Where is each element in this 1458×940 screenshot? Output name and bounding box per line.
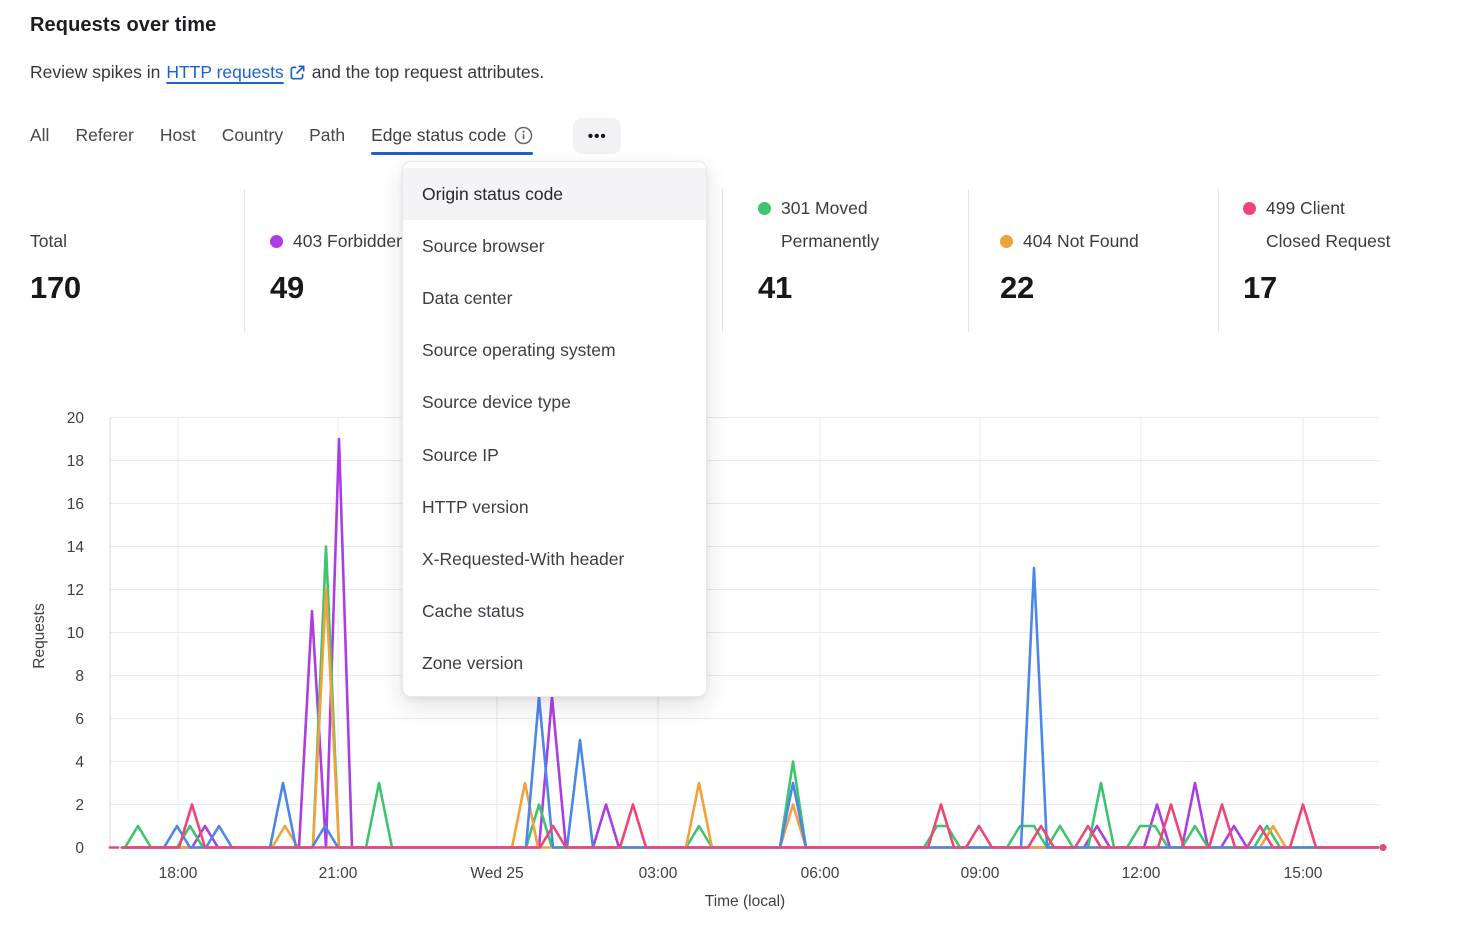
tab-host[interactable]: Host [159, 124, 196, 145]
stat-divider [244, 189, 245, 332]
stat-301-moved-permanently[interactable]: 301 Moved Permanently 41 [758, 188, 968, 306]
legend-dot-301 [758, 202, 771, 215]
stat-divider [1218, 189, 1219, 332]
tab-edge-status-code-label: Edge status code [371, 124, 507, 145]
tab-referer[interactable]: Referer [75, 124, 134, 145]
external-link-icon [289, 64, 306, 81]
svg-text:0: 0 [75, 840, 84, 857]
stat-total: Total 170 [30, 188, 240, 306]
stat-total-label: Total [30, 231, 67, 251]
menu-item-source-device-type[interactable]: Source device type [422, 392, 571, 413]
stat-499-label-line1: 499 Client [1266, 198, 1345, 218]
svg-text:12:00: 12:00 [1122, 865, 1161, 882]
legend-dot-499 [1243, 202, 1256, 215]
stat-403-forbidden[interactable]: 403 Forbidden 49 [270, 188, 480, 306]
svg-text:Wed 25: Wed 25 [470, 865, 523, 882]
svg-text:12: 12 [67, 582, 84, 599]
menu-item-cache-status[interactable]: Cache status [422, 601, 525, 622]
legend-dot-403 [270, 235, 283, 248]
subtitle-prefix: Review spikes in [30, 62, 161, 82]
stat-301-label-line1: 301 Moved [781, 198, 868, 218]
http-requests-link-label: HTTP requests [166, 62, 284, 82]
svg-text:15:00: 15:00 [1284, 865, 1323, 882]
tab-path[interactable]: Path [309, 124, 346, 145]
svg-text:03:00: 03:00 [639, 865, 678, 882]
svg-text:4: 4 [75, 754, 84, 771]
svg-text:18: 18 [67, 453, 84, 470]
svg-text:Requests: Requests [31, 603, 48, 669]
svg-text:8: 8 [75, 668, 84, 685]
tab-country[interactable]: Country [221, 124, 284, 145]
svg-text:21:00: 21:00 [319, 865, 358, 882]
stat-403-value: 49 [270, 270, 304, 305]
stat-404-not-found[interactable]: 404 Not Found 22 [1000, 188, 1210, 306]
svg-text:14: 14 [67, 539, 85, 556]
stat-total-value: 170 [30, 270, 81, 305]
http-requests-link[interactable]: HTTP requests [166, 62, 305, 83]
subtitle-suffix: and the top request attributes. [311, 62, 545, 82]
menu-item-source-operating-system[interactable]: Source operating system [422, 340, 616, 361]
attribute-tabs: All Referer Host Country Path Edge statu… [30, 118, 622, 155]
page-title: Requests over time [30, 14, 217, 36]
tab-all[interactable]: All [30, 124, 50, 145]
stat-403-label: 403 Forbidden [293, 231, 406, 251]
info-icon[interactable] [514, 126, 533, 145]
page-subtitle: Review spikes in HTTP requests and the t… [30, 62, 544, 83]
legend-dot-404 [1000, 235, 1013, 248]
stat-301-label-line2: Permanently [781, 231, 880, 251]
svg-text:06:00: 06:00 [801, 865, 840, 882]
stat-404-label: 404 Not Found [1023, 231, 1139, 251]
attribute-dropdown-menu: Origin status code Source browser Data c… [402, 161, 707, 697]
svg-text:Time (local): Time (local) [705, 893, 785, 910]
menu-item-source-browser[interactable]: Source browser [422, 235, 545, 256]
svg-text:2: 2 [75, 797, 84, 814]
requests-over-time-chart: 0 2 4 6 8 10 12 14 16 18 20 18:00 21:00 Wed 25 03:00 06… [31, 410, 1387, 910]
stat-499-label-line2: Closed Request [1266, 231, 1391, 251]
stat-divider [968, 189, 969, 332]
menu-item-http-version[interactable]: HTTP version [422, 496, 529, 517]
svg-text:09:00: 09:00 [961, 865, 1000, 882]
stat-499-client-closed-request[interactable]: 499 Client Closed Request 17 [1243, 188, 1453, 306]
menu-item-origin-status-code[interactable]: Origin status code [403, 168, 706, 221]
menu-item-data-center[interactable]: Data center [422, 287, 513, 308]
more-attributes-button[interactable]: ••• [573, 118, 622, 154]
menu-item-source-ip[interactable]: Source IP [422, 444, 499, 465]
stat-404-value: 22 [1000, 270, 1034, 305]
menu-item-x-requested-with-header[interactable]: X-Requested-With header [422, 548, 625, 569]
menu-item-zone-version[interactable]: Zone version [422, 653, 524, 674]
stat-divider [722, 189, 723, 332]
svg-text:6: 6 [75, 711, 84, 728]
tab-edge-status-code[interactable]: Edge status code [371, 118, 534, 155]
svg-text:10: 10 [67, 625, 85, 642]
svg-text:20: 20 [67, 410, 85, 427]
svg-text:18:00: 18:00 [159, 865, 198, 882]
stat-499-value: 17 [1243, 270, 1277, 305]
stat-301-value: 41 [758, 270, 792, 305]
svg-text:16: 16 [67, 496, 84, 513]
